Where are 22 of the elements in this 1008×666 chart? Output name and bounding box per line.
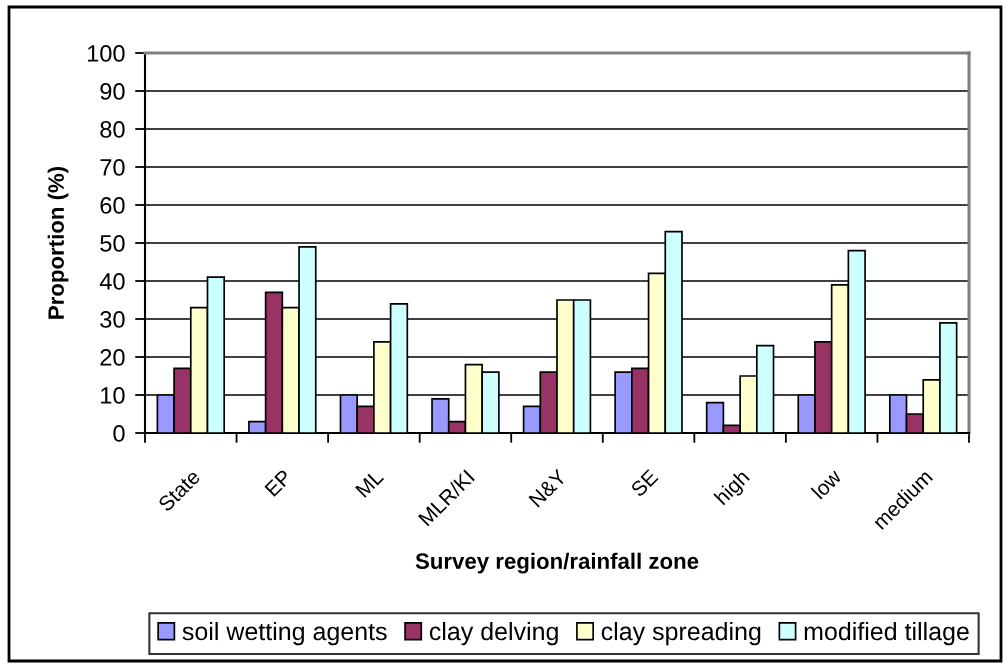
y-tick-label: 0 bbox=[113, 425, 125, 442]
y-tick-label: 40 bbox=[99, 273, 125, 290]
x-tick-label: EP bbox=[264, 469, 293, 497]
legend-label: soil wetting agents bbox=[182, 621, 387, 646]
y-tick-label: 10 bbox=[101, 387, 125, 404]
y-tick-label: 80 bbox=[100, 121, 125, 138]
legend-label: clay spreading bbox=[601, 621, 761, 646]
y-tick-label: 100 bbox=[87, 45, 125, 62]
y-tick-label: 20 bbox=[100, 349, 125, 366]
y-tick-label: 90 bbox=[100, 83, 125, 100]
y-axis-title: Proportion (%) bbox=[47, 166, 69, 319]
y-tick-label: 50 bbox=[100, 235, 125, 252]
y-tick-label: 70 bbox=[100, 159, 125, 176]
x-tick-label: ML bbox=[355, 468, 385, 498]
legend-label: modified tillage bbox=[804, 621, 969, 646]
x-tick-label: high bbox=[713, 468, 753, 509]
x-axis-title: Survey region/rainfall zone bbox=[415, 552, 699, 574]
x-tick-label: low bbox=[810, 467, 843, 500]
legend-label: clay delving bbox=[429, 621, 558, 646]
x-tick-label: SE bbox=[629, 468, 659, 498]
y-tick-label: 30 bbox=[100, 311, 125, 328]
y-tick-label: 60 bbox=[100, 197, 125, 214]
